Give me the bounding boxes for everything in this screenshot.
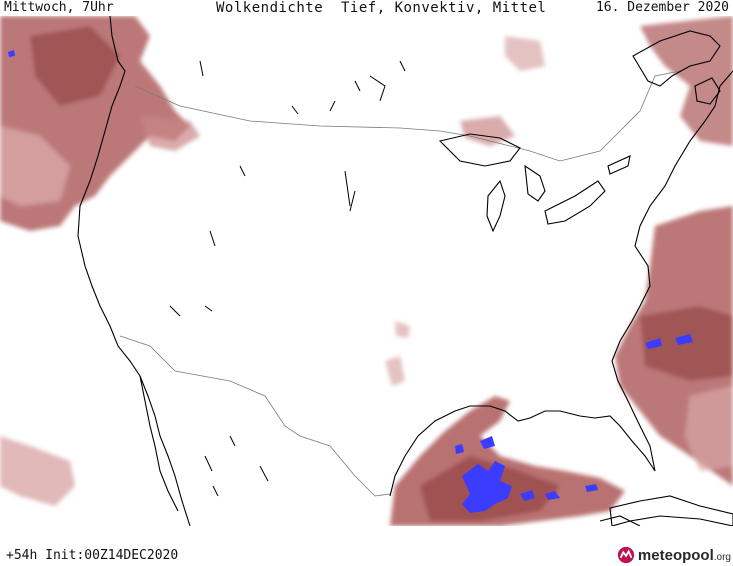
- convective-area-gulf: [462, 461, 512, 513]
- gulf-coastline: [389, 70, 733, 497]
- coastlines: [77, 16, 733, 526]
- us-mexico-border: [119, 335, 391, 497]
- logo-tld-text: .org: [713, 551, 731, 563]
- valid-date-label: 16. Dezember 2020: [595, 0, 729, 15]
- inland-lakes: [169, 60, 406, 497]
- cloud-density-map: [0, 16, 733, 526]
- cloud-region-northeast: [640, 16, 733, 146]
- cloud-cover-layer: [0, 16, 733, 526]
- canada-coast: [632, 30, 721, 105]
- valid-time-label: Mittwoch, 7Uhr: [4, 0, 114, 15]
- meteopool-logo-icon: [617, 546, 635, 564]
- great-lakes: [438, 133, 631, 233]
- political-borders: [119, 70, 681, 497]
- logo-brand-text: meteopool: [637, 546, 714, 564]
- map-footer: +54h Init:00Z14DEC2020 meteopool .org: [0, 526, 733, 566]
- convective-cloud-layer: [8, 50, 693, 513]
- cuba-coast: [609, 495, 733, 526]
- map-title: Wolkendichte Tief, Konvektiv, Mittel: [216, 0, 547, 16]
- pacific-coastline: [77, 16, 191, 526]
- model-run-info: +54h Init:00Z14DEC2020: [6, 548, 179, 563]
- meteopool-logo[interactable]: meteopool .org: [617, 544, 731, 566]
- us-canada-border: [134, 70, 681, 162]
- cloud-region-pacific-southwest: [0, 436, 75, 506]
- baja-coastline: [139, 375, 179, 512]
